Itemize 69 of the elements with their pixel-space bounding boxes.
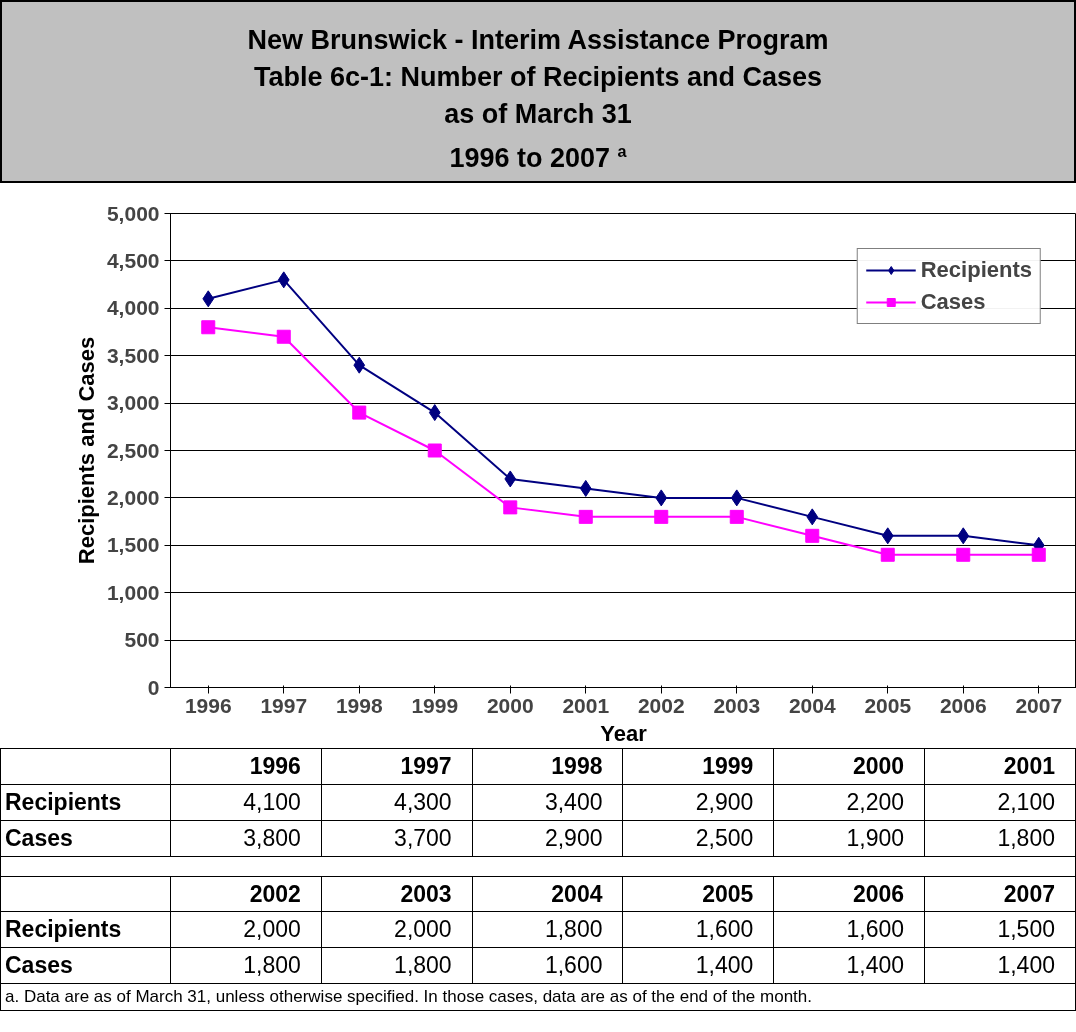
text: 2,500 [695,824,754,851]
chart-title: New Brunswick - Interim Assistance Program Table 6c-1: Number of Recipients and Cases as of March 31 1996 to 2007 $^{a}$ [0,0,1076,183]
category-label: 1996 [249,753,301,779]
category-label: 2006 [852,880,905,907]
y-tick-label: 4,000 [106,296,160,320]
x-tick-label: 1998 [335,693,383,717]
y-tick-label: 500 [124,628,160,652]
category-label: 2005 [702,880,754,907]
text: 2,000 [243,916,301,943]
text: 1,400 [997,952,1055,979]
y-tick-label: 0 [147,675,160,699]
text: 2,200 [846,788,905,815]
text: 1,800 [243,952,301,979]
x-tick-label: 2006 [939,693,987,717]
y-tick-label: 3,500 [106,343,160,367]
category-label: 1999 [702,753,754,779]
x-tick-label: 2004 [788,693,836,717]
text: 3,800 [243,824,301,851]
legend-label: Recipients [920,257,1032,283]
x-tick-label: 2005 [864,693,912,717]
text: 1,500 [997,916,1055,943]
x-tick-label: 1996 [184,693,232,717]
y-tick-label: 1,000 [106,580,160,604]
text: Cases [5,952,73,979]
category-label: 2007 [1003,880,1055,907]
category-label: 2004 [551,880,603,907]
category-label: 2001 [1003,753,1055,779]
text: 1,600 [695,916,754,943]
x-tick-label: 1997 [260,693,308,717]
y-tick-label: 2,000 [106,485,160,509]
x-tick-label: 1999 [411,693,459,717]
text: 1,800 [544,916,603,943]
text: 1,600 [846,916,905,943]
x-tick-label: 2001 [562,693,610,717]
text: 1,400 [846,952,905,979]
x-tick-label: 2000 [486,693,534,717]
category-label: 2002 [249,880,301,907]
text: 1,800 [394,952,452,979]
y-axis-title: Recipients and Cases [73,336,99,565]
legend-label: Cases [920,289,986,315]
text: 4,300 [394,788,452,815]
text: 1,600 [544,952,603,979]
x-axis-title: Year [600,720,648,746]
x-tick-label: 2002 [637,693,685,717]
y-tick-label: 2,500 [106,438,160,462]
y-tick-label: 5,000 [106,201,160,225]
y-tick-label: 3,000 [106,391,160,415]
category-label: 2000 [852,753,905,779]
text: 2,000 [394,916,452,943]
text: 1,400 [695,952,754,979]
text: Cases [5,824,73,851]
category-label: 1998 [551,753,603,779]
text: 2,100 [997,788,1055,815]
x-tick-label: 2003 [713,693,761,717]
text: 2,900 [695,788,754,815]
text: 1,900 [846,824,905,851]
text: 3,700 [394,824,452,851]
text: 1,800 [997,824,1055,851]
text: 4,100 [243,788,301,815]
text: 3,400 [544,788,603,815]
y-tick-label: 4,500 [106,248,160,272]
text: 2,900 [544,824,603,851]
category-label: 2003 [400,880,452,907]
text: Recipients [5,916,122,943]
text: a. Data are as of March 31, unless otherwise specified. In those cases, data are as of the end of the month. [0,983,1076,1011]
y-tick-label: 1,500 [106,533,160,557]
category-label: 1997 [400,753,452,779]
x-tick-label: 2007 [1015,693,1063,717]
text: Recipients [5,788,122,815]
